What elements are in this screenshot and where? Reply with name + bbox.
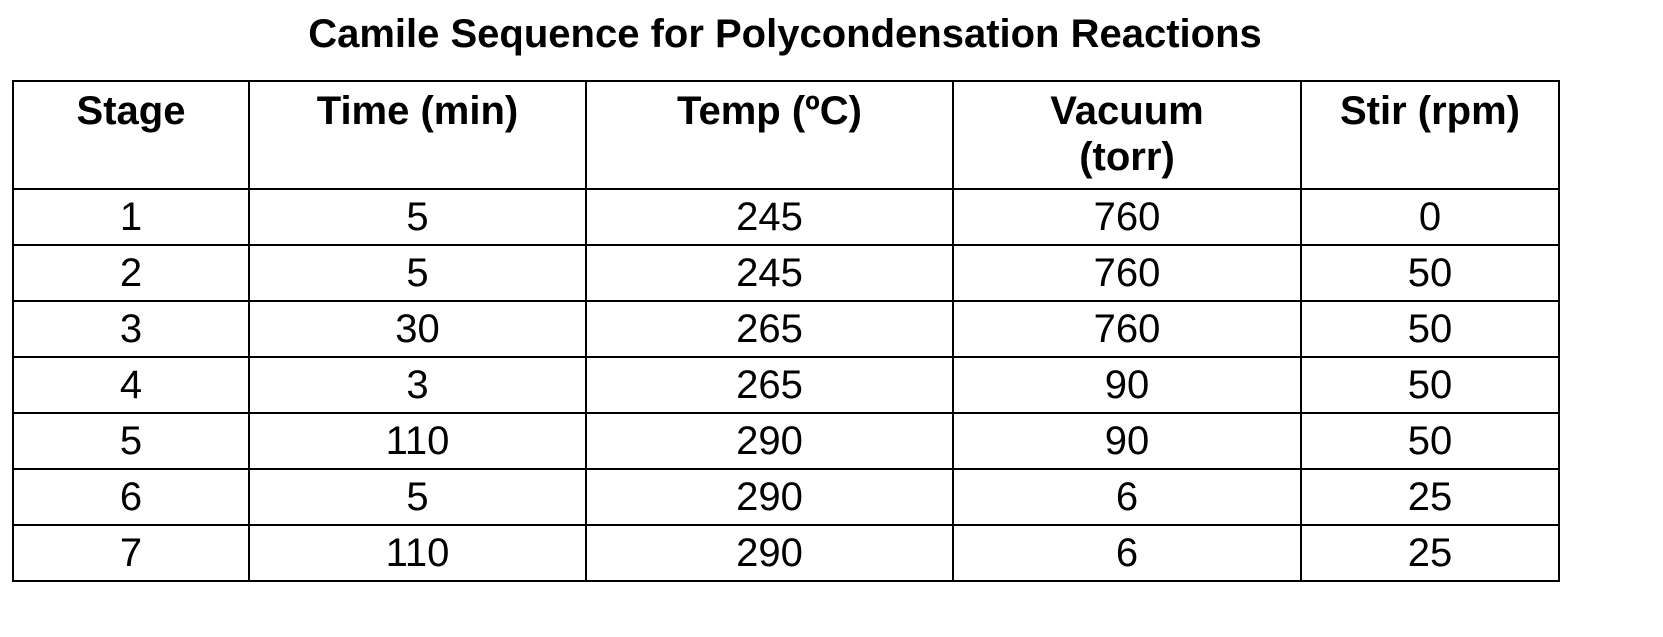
table-cell: 2 [13, 245, 249, 301]
table-cell: 760 [953, 189, 1301, 245]
table-cell: 5 [249, 189, 586, 245]
table-cell: 50 [1301, 357, 1559, 413]
table-row: 2524576050 [13, 245, 1559, 301]
page: Camile Sequence for Polycondensation Rea… [0, 0, 1663, 637]
table-cell: 290 [586, 469, 953, 525]
table-row: 33026576050 [13, 301, 1559, 357]
table-cell: 265 [586, 357, 953, 413]
table-row: 152457600 [13, 189, 1559, 245]
table-row: 432659050 [13, 357, 1559, 413]
table-body: 1524576002524576050330265760504326590505… [13, 189, 1559, 581]
table-cell: 290 [586, 413, 953, 469]
table-cell: 6 [13, 469, 249, 525]
table-cell: 50 [1301, 245, 1559, 301]
table-cell: 6 [953, 525, 1301, 581]
table-cell: 3 [249, 357, 586, 413]
table-cell: 1 [13, 189, 249, 245]
table-cell: 5 [249, 245, 586, 301]
table-cell: 245 [586, 189, 953, 245]
table-cell: 0 [1301, 189, 1559, 245]
header-cell: Stir (rpm) [1301, 81, 1559, 189]
table-cell: 3 [13, 301, 249, 357]
table-row: 65290625 [13, 469, 1559, 525]
header-cell: Temp (ºC) [586, 81, 953, 189]
header-cell: Stage [13, 81, 249, 189]
table-row: 7110290625 [13, 525, 1559, 581]
table: StageTime (min)Temp (ºC)Vacuum (torr)Sti… [12, 80, 1560, 582]
table-cell: 50 [1301, 413, 1559, 469]
table-cell: 30 [249, 301, 586, 357]
table-cell: 25 [1301, 469, 1559, 525]
table-cell: 760 [953, 245, 1301, 301]
table-cell: 90 [953, 413, 1301, 469]
table-cell: 50 [1301, 301, 1559, 357]
table-cell: 25 [1301, 525, 1559, 581]
table-cell: 245 [586, 245, 953, 301]
header-cell: Vacuum (torr) [953, 81, 1301, 189]
table-cell: 4 [13, 357, 249, 413]
table-cell: 5 [13, 413, 249, 469]
table-cell: 5 [249, 469, 586, 525]
table-row: 51102909050 [13, 413, 1559, 469]
header-cell: Time (min) [249, 81, 586, 189]
table-cell: 110 [249, 413, 586, 469]
table-cell: 290 [586, 525, 953, 581]
table-cell: 110 [249, 525, 586, 581]
title: Camile Sequence for Polycondensation Rea… [0, 8, 1570, 60]
table-cell: 6 [953, 469, 1301, 525]
table-cell: 760 [953, 301, 1301, 357]
table-cell: 7 [13, 525, 249, 581]
table-cell: 90 [953, 357, 1301, 413]
table-cell: 265 [586, 301, 953, 357]
header-row: StageTime (min)Temp (ºC)Vacuum (torr)Sti… [13, 81, 1559, 189]
